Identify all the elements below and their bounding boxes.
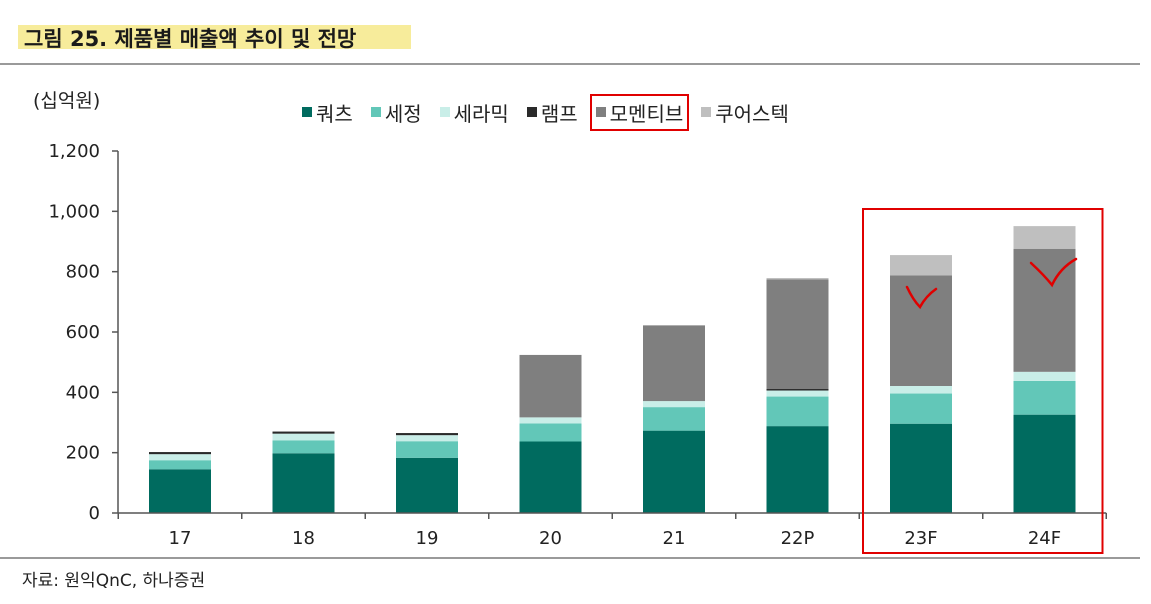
y-tick-label: 800 xyxy=(66,262,100,283)
legend-item: 램프 xyxy=(525,98,580,127)
legend-item: 모멘티브 xyxy=(589,93,690,131)
bar-segment-세라믹-23F xyxy=(890,385,952,394)
legend-item: 쿠어스텍 xyxy=(699,98,791,127)
x-tick-label: 18 xyxy=(292,528,315,549)
bar-segment-세라믹-20 xyxy=(519,417,582,424)
bar-segment-램프-18 xyxy=(272,431,335,434)
bar-segment-쿼츠-18 xyxy=(272,453,335,513)
y-tick-label: 0 xyxy=(89,503,100,524)
bar-segment-세라믹-18 xyxy=(272,433,335,441)
x-tick-label: 24F xyxy=(1028,528,1061,549)
unit-label: (십억원) xyxy=(33,90,101,112)
source-note: 자료: 원익QnC, 하나증권 xyxy=(22,571,206,591)
figure-title: 그림 25. 제품별 매출액 추이 및 전망 xyxy=(24,27,357,51)
x-tick-label: 20 xyxy=(539,528,562,549)
bar-segment-세정-24F xyxy=(1013,380,1076,415)
bar-segment-모멘티브-20 xyxy=(519,354,582,418)
y-tick-label: 400 xyxy=(66,382,100,403)
check-mark-24F xyxy=(1029,257,1078,288)
x-tick-label: 23F xyxy=(904,528,937,549)
x-tick-label: 19 xyxy=(416,528,439,549)
y-tick-label: 200 xyxy=(66,443,100,464)
bar-segment-세라믹-17 xyxy=(149,454,211,461)
legend-swatch xyxy=(526,107,537,117)
bar-segment-세정-19 xyxy=(396,441,458,458)
forecast-highlight-box xyxy=(862,208,1104,554)
legend-label: 모멘티브 xyxy=(609,101,684,126)
bar-segment-쿼츠-20 xyxy=(519,441,582,513)
bar-segment-모멘티브-24F xyxy=(1013,248,1076,372)
check-mark-23F xyxy=(905,285,938,310)
bar-segment-세정-22P xyxy=(766,396,829,427)
bar-segment-세라믹-24F xyxy=(1013,371,1076,381)
x-tick-label: 21 xyxy=(663,528,686,549)
bar-segment-쿠어스텍-23F xyxy=(890,255,952,276)
bar-segment-모멘티브-22P xyxy=(766,279,829,390)
legend-label: 쿠어스텍 xyxy=(715,101,789,126)
bar-segment-쿼츠-23F xyxy=(890,423,952,513)
legend-swatch xyxy=(595,107,606,117)
x-tick-label: 17 xyxy=(169,528,192,549)
chart-legend: 쿼츠 세정 세라믹 램프 모멘티브 쿠어스텍 xyxy=(300,93,805,131)
bar-segment-세정-23F xyxy=(890,393,952,424)
bar-segment-램프-17 xyxy=(149,452,211,455)
bar-segment-쿼츠-17 xyxy=(149,469,211,513)
bar-segment-세정-21 xyxy=(643,407,705,431)
bar-segment-쿼츠-24F xyxy=(1013,414,1076,513)
bar-segment-쿼츠-19 xyxy=(396,457,458,513)
x-tick-label: 22P xyxy=(781,528,815,549)
y-tick-label: 1,000 xyxy=(48,201,100,222)
legend-label: 램프 xyxy=(540,101,578,126)
bar-segment-모멘티브-23F xyxy=(890,275,952,386)
legend-item: 쿼츠 xyxy=(300,98,355,127)
legend-label: 세라믹 xyxy=(453,101,509,126)
title-highlight xyxy=(18,25,411,49)
bar-segment-세정-17 xyxy=(149,460,211,470)
legend-item: 세라믹 xyxy=(438,98,511,127)
y-tick-label: 600 xyxy=(66,322,100,343)
bar-segment-모멘티브-21 xyxy=(643,325,705,402)
bar-segment-쿼츠-21 xyxy=(643,430,705,513)
legend-swatch xyxy=(370,107,381,117)
legend-item: 세정 xyxy=(369,98,424,127)
bar-segment-쿠어스텍-22P xyxy=(766,278,829,280)
legend-label: 쿼츠 xyxy=(316,101,353,126)
bar-segment-쿠어스텍-24F xyxy=(1013,226,1076,249)
bottom-divider xyxy=(0,557,1140,559)
bar-segment-램프-22P xyxy=(766,389,829,391)
bar-segment-세라믹-22P xyxy=(766,390,829,397)
bar-segment-램프-19 xyxy=(396,433,458,436)
top-divider xyxy=(0,63,1140,65)
legend-swatch xyxy=(439,107,450,117)
legend-label: 세정 xyxy=(384,101,422,126)
legend-swatch xyxy=(701,107,712,117)
bar-segment-세라믹-21 xyxy=(643,401,705,408)
bar-segment-세라믹-19 xyxy=(396,435,458,442)
bar-segment-세정-20 xyxy=(519,423,582,442)
legend-swatch xyxy=(302,107,312,117)
y-tick-label: 1,200 xyxy=(48,141,100,162)
bar-segment-쿼츠-22P xyxy=(766,426,829,513)
bar-segment-세정-18 xyxy=(272,440,335,454)
